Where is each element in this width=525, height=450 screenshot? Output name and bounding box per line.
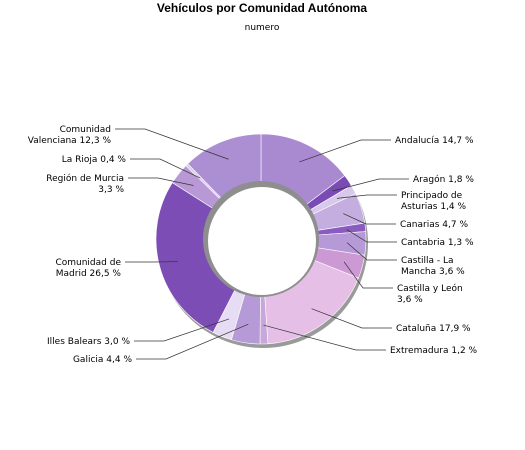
leader-line-1 xyxy=(299,139,391,163)
leader-line-4 xyxy=(343,213,396,225)
leader-line-8 xyxy=(311,308,392,329)
slice-label-4: Canarias 4,7 % xyxy=(400,220,468,230)
slice-label-12: Comunidad de Madrid 26,5 % xyxy=(55,258,121,279)
leader-line-2 xyxy=(332,178,409,192)
leader-line-7 xyxy=(343,261,393,289)
leader-line-14 xyxy=(130,158,201,179)
slice-label-6: Castilla - La Mancha 3,6 % xyxy=(401,256,465,277)
slice-label-3: Principado de Asturias 1,4 % xyxy=(401,191,467,212)
leader-line-10 xyxy=(136,323,249,360)
slice-label-11: Illes Balears 3,0 % xyxy=(47,337,130,347)
slice-label-13: Región de Murcia 3,3 % xyxy=(46,173,124,195)
slice-label-9: Extremadura 1,2 % xyxy=(390,346,478,356)
leader-line-3 xyxy=(336,194,397,199)
leader-line-13 xyxy=(128,177,194,186)
leader-line-9 xyxy=(263,324,386,351)
slice-label-1: Andalucía 14,7 % xyxy=(395,136,474,146)
leader-line-6 xyxy=(346,242,397,261)
leader-line-5 xyxy=(346,229,397,243)
leader-line-11 xyxy=(134,318,230,342)
slice-label-14: La Rioja 0,4 % xyxy=(62,155,127,165)
slice-label-8: Cataluña 17,9 % xyxy=(396,324,471,334)
leader-line-15 xyxy=(115,128,229,160)
chart-subtitle: numero xyxy=(245,23,280,33)
leader-lines-layer xyxy=(115,128,409,360)
slice-label-7: Castilla y León 3,6 % xyxy=(397,283,463,305)
slice-label-5: Cantabria 1,3 % xyxy=(401,238,474,248)
slice-label-2: Aragón 1,8 % xyxy=(413,174,474,185)
labels-layer: Andalucía 14,7 % Aragón 1,8 % Principado d… xyxy=(28,125,478,365)
slice-label-15: Comunidad Valenciana 12,3 % xyxy=(28,125,112,146)
chart-title: Vehículos por Comunidad Autónoma xyxy=(157,1,368,15)
donut-hole xyxy=(208,187,316,295)
slice-label-10: Galicia 4,4 % xyxy=(73,355,132,365)
slices-layer xyxy=(155,133,368,348)
